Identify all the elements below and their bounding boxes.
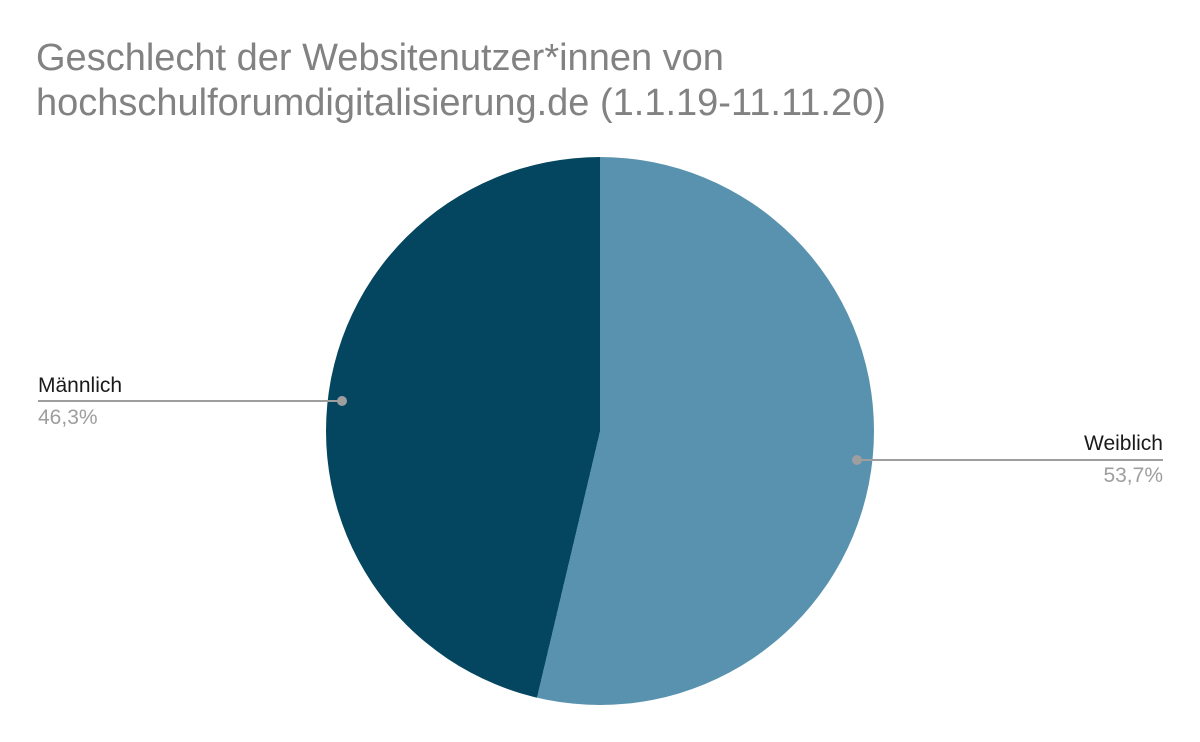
slice-value-weiblich: 53,7% bbox=[1103, 464, 1163, 487]
slice-label-weiblich: Weiblich bbox=[1084, 432, 1163, 455]
leader-line-weiblich bbox=[857, 459, 1163, 461]
slice-value-maennlich: 46,3% bbox=[38, 406, 98, 429]
chart-title: Geschlecht der Websitenutzer*innen von h… bbox=[36, 37, 886, 124]
leader-dot-maennlich bbox=[337, 396, 347, 406]
leader-dot-weiblich bbox=[852, 455, 862, 465]
leader-line-maennlich bbox=[38, 400, 342, 402]
pie-chart bbox=[326, 157, 874, 705]
slice-label-maennlich: Männlich bbox=[38, 374, 123, 397]
